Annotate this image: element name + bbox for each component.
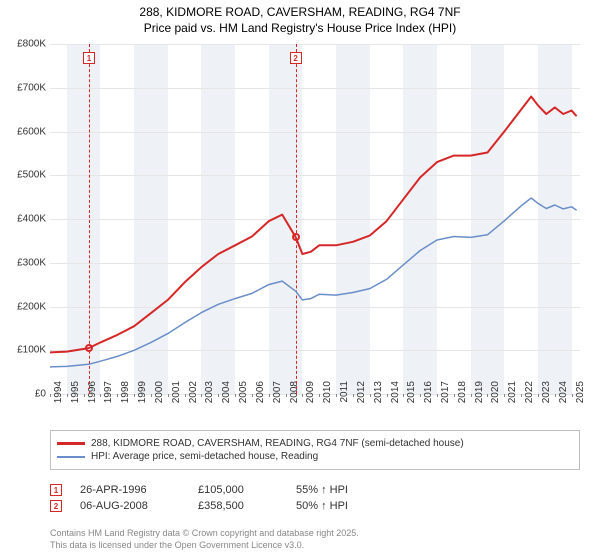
sale-date: 06-AUG-2008 — [80, 500, 180, 512]
sale-hpi: 55% ↑ HPI — [296, 484, 416, 496]
chart-lines — [50, 44, 580, 394]
legend-swatch-price — [57, 442, 85, 445]
legend-row-price: 288, KIDMORE ROAD, CAVERSHAM, READING, R… — [57, 438, 573, 449]
attribution: Contains HM Land Registry data © Crown c… — [50, 528, 580, 551]
y-axis-label: £300K — [2, 257, 46, 268]
y-axis-label: £800K — [2, 39, 46, 50]
title-line-2: Price paid vs. HM Land Registry's House … — [0, 20, 600, 36]
legend-text-price: 288, KIDMORE ROAD, CAVERSHAM, READING, R… — [91, 438, 464, 449]
y-axis-label: £500K — [2, 170, 46, 181]
y-axis-label: £700K — [2, 82, 46, 93]
legend-text-hpi: HPI: Average price, semi-detached house,… — [91, 451, 318, 462]
sale-row: 2 06-AUG-2008 £358,500 50% ↑ HPI — [50, 500, 580, 512]
attribution-line-2: This data is licensed under the Open Gov… — [50, 540, 580, 552]
legend-swatch-hpi — [57, 456, 85, 458]
y-axis-label: £100K — [2, 345, 46, 356]
sale-row: 1 26-APR-1996 £105,000 55% ↑ HPI — [50, 484, 580, 496]
attribution-line-1: Contains HM Land Registry data © Crown c… — [50, 528, 580, 540]
y-axis-label: £400K — [2, 214, 46, 225]
sale-price: £105,000 — [198, 484, 278, 496]
legend: 288, KIDMORE ROAD, CAVERSHAM, READING, R… — [50, 430, 580, 470]
legend-row-hpi: HPI: Average price, semi-detached house,… — [57, 451, 573, 462]
sale-date: 26-APR-1996 — [80, 484, 180, 496]
sales-table: 1 26-APR-1996 £105,000 55% ↑ HPI 2 06-AU… — [50, 480, 580, 516]
y-axis-label: £600K — [2, 126, 46, 137]
title-line-1: 288, KIDMORE ROAD, CAVERSHAM, READING, R… — [0, 4, 600, 20]
chart-container: 288, KIDMORE ROAD, CAVERSHAM, READING, R… — [0, 0, 600, 560]
sale-marker: 2 — [50, 500, 62, 512]
chart-area: £0£100K£200K£300K£400K£500K£600K£700K£80… — [50, 44, 580, 394]
title-block: 288, KIDMORE ROAD, CAVERSHAM, READING, R… — [0, 0, 600, 38]
y-axis-label: £200K — [2, 301, 46, 312]
sale-price: £358,500 — [198, 500, 278, 512]
sale-hpi: 50% ↑ HPI — [296, 500, 416, 512]
y-axis-label: £0 — [2, 389, 46, 400]
sale-marker: 1 — [50, 484, 62, 496]
